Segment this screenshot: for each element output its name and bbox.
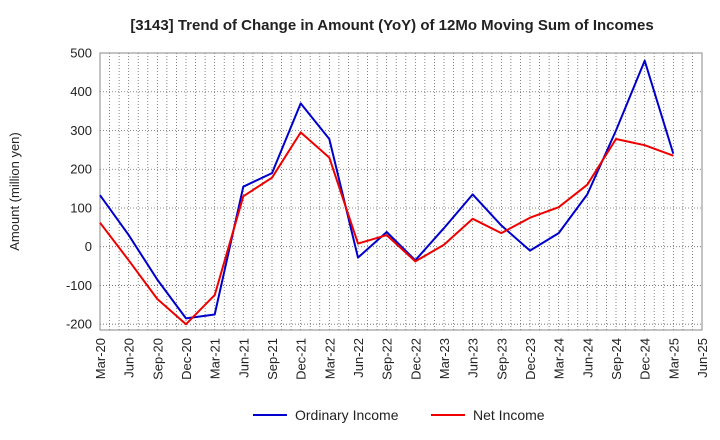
legend-label: Net Income	[473, 407, 545, 423]
x-tick-label: Jun-21	[236, 338, 251, 378]
x-tick-label: Sep-24	[609, 338, 624, 380]
x-tick-label: Mar-25	[666, 338, 681, 379]
x-tick-label: Dec-21	[294, 338, 309, 380]
legend-label: Ordinary Income	[295, 407, 399, 423]
y-tick-label: -200	[66, 317, 92, 332]
x-tick-label: Sep-20	[150, 338, 165, 380]
y-tick-label: 300	[70, 123, 92, 138]
y-axis: -200 -100 0 100 200 300 400 500	[66, 46, 92, 332]
x-tick-label: Mar-21	[208, 338, 223, 379]
grid	[100, 52, 702, 330]
y-tick-label: 100	[70, 200, 92, 215]
plot-frame	[99, 52, 703, 331]
x-tick-label: Mar-24	[552, 338, 567, 379]
y-tick-label: 400	[70, 84, 92, 99]
series-line-net-income	[99, 131, 674, 326]
y-tick-label: 0	[85, 239, 92, 254]
x-tick-label: Mar-20	[93, 338, 108, 379]
series-group	[99, 59, 675, 326]
chart-title: [3143] Trend of Change in Amount (YoY) o…	[130, 17, 653, 34]
x-tick-label: Jun-23	[466, 338, 481, 378]
x-axis: Mar-20 Jun-20 Sep-20 Dec-20 Mar-21 Jun-21 Sep-…	[93, 338, 710, 380]
x-tick-label: Jun-22	[351, 338, 366, 378]
y-tick-label: 200	[70, 162, 92, 177]
x-tick-label: Jun-25	[695, 338, 710, 378]
x-tick-label: Dec-23	[523, 338, 538, 380]
x-tick-label: Sep-22	[380, 338, 395, 380]
x-tick-label: Jun-20	[122, 338, 137, 378]
y-axis-label: Amount (million yen)	[7, 132, 22, 251]
x-tick-label: Sep-23	[494, 338, 509, 380]
legend: Ordinary Income Net Income	[253, 407, 545, 423]
x-tick-label: Dec-20	[179, 338, 194, 380]
x-tick-label: Dec-24	[638, 338, 653, 380]
series-line-ordinary-income	[99, 59, 675, 320]
x-tick-label: Jun-24	[580, 338, 595, 378]
x-tick-label: Mar-22	[322, 338, 337, 379]
x-tick-label: Sep-21	[265, 338, 280, 380]
y-tick-label: -100	[66, 278, 92, 293]
x-tick-label: Mar-23	[437, 338, 452, 379]
y-tick-label: 500	[70, 46, 92, 61]
x-tick-label: Dec-22	[408, 338, 423, 380]
